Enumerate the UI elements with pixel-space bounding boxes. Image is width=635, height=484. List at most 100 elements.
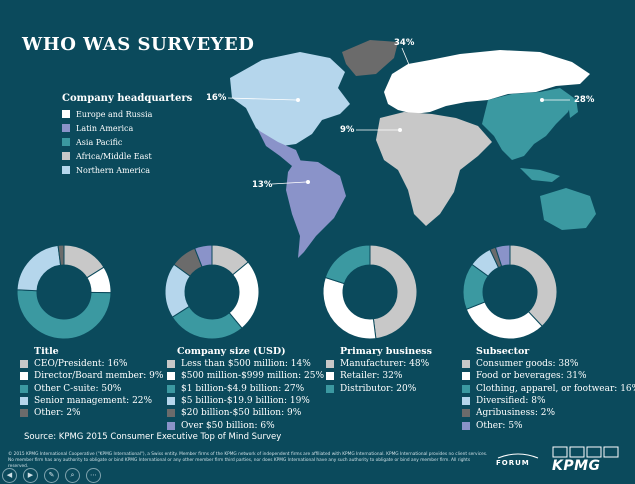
legend-swatch bbox=[326, 372, 334, 381]
legend-swatch bbox=[326, 384, 334, 393]
donut-slice bbox=[509, 244, 558, 327]
map-label-asia-pacific: 28% bbox=[574, 95, 595, 105]
legend-item: Agribusiness: 2% bbox=[462, 407, 635, 419]
legend-item: $1 billion-$4.9 billion: 27% bbox=[167, 383, 324, 395]
legend-swatch bbox=[326, 360, 334, 369]
map-legend-item: Northern America bbox=[62, 163, 192, 177]
legend-title-heading: Title bbox=[34, 346, 59, 357]
legend-label: $5 billion-$19.9 billion: 19% bbox=[181, 396, 310, 407]
donut-company-size bbox=[164, 244, 260, 340]
legend-swatch bbox=[20, 409, 28, 418]
map-legend-item: Asia Pacific bbox=[62, 135, 192, 149]
donut-slice bbox=[194, 244, 213, 268]
donut-subsector bbox=[462, 244, 558, 340]
legend-label: Clothing, apparel, or footwear: 16% bbox=[476, 383, 635, 394]
legend-swatch bbox=[167, 372, 175, 381]
legend-primary-business-heading: Primary business bbox=[340, 346, 432, 357]
donut-title bbox=[16, 244, 112, 340]
legend-swatch bbox=[167, 384, 175, 393]
legend-item: $5 billion-$19.9 billion: 19% bbox=[167, 395, 324, 407]
legend-item: Distributor: 20% bbox=[326, 383, 432, 395]
source-note: Source: KPMG 2015 Consumer Executive Top… bbox=[24, 432, 282, 442]
region-asia-pacific bbox=[482, 88, 574, 160]
legend-label: Diversified: 8% bbox=[476, 396, 546, 407]
map-label-europe-russia: 34% bbox=[394, 38, 415, 48]
footer-text-1: © 2015 KPMG International Cooperative ("… bbox=[8, 452, 488, 457]
forum-logo-text: FORUM bbox=[496, 459, 530, 467]
legend-subsector: Subsector Consumer goods: 38% Food or be… bbox=[462, 346, 635, 432]
legend-item: Retailer: 32% bbox=[326, 370, 432, 382]
donut-primary-business bbox=[322, 244, 418, 340]
legend-label: Over $50 billion: 6% bbox=[181, 420, 275, 431]
region-central-america bbox=[258, 130, 302, 166]
legend-swatch bbox=[167, 421, 175, 430]
legend-swatch bbox=[167, 360, 175, 369]
region-japan bbox=[568, 98, 578, 118]
region-northern-america bbox=[230, 52, 350, 146]
legend-item: Consumer goods: 38% bbox=[462, 358, 635, 370]
slideshow-toolbar: ◀ ▶ ✎ ⌕ ⋯ bbox=[0, 466, 101, 484]
legend-label: $20 billion-$50 billion: 9% bbox=[181, 408, 302, 419]
legend-swatch bbox=[62, 166, 70, 174]
map-legend-item: Africa/Middle East bbox=[62, 149, 192, 163]
legend-swatch bbox=[167, 409, 175, 418]
legend-item: Other: 5% bbox=[462, 419, 635, 431]
map-legend-title: Company headquarters bbox=[62, 93, 193, 104]
legend-swatch bbox=[462, 360, 470, 369]
legend-swatch bbox=[20, 384, 28, 393]
legend-label: Distributor: 20% bbox=[340, 383, 417, 394]
more-icon[interactable]: ⋯ bbox=[86, 467, 101, 483]
legend-swatch bbox=[20, 360, 28, 369]
legend-swatch bbox=[62, 124, 70, 132]
legend-item: Manufacturer: 48% bbox=[326, 358, 432, 370]
legend-item: Over $50 billion: 6% bbox=[167, 419, 324, 431]
legend-swatch bbox=[62, 138, 70, 146]
forum-logo-mark bbox=[497, 453, 539, 459]
page-title: WHO WAS SURVEYED bbox=[22, 34, 255, 55]
donut-slice bbox=[57, 244, 65, 266]
leader-line-na bbox=[227, 97, 297, 101]
region-indonesia bbox=[520, 168, 560, 182]
map-legend-label: Latin America bbox=[76, 123, 134, 133]
marker-latin-america bbox=[306, 180, 310, 184]
map-legend-item: Europe and Russia bbox=[62, 107, 192, 121]
legend-swatch bbox=[462, 372, 470, 381]
legend-swatch bbox=[167, 397, 175, 406]
region-africa-middle-east bbox=[376, 112, 492, 226]
footer-legal: © 2015 KPMG International Cooperative ("… bbox=[8, 452, 488, 470]
zoom-icon[interactable]: ⌕ bbox=[65, 467, 80, 483]
previous-icon[interactable]: ◀ bbox=[2, 467, 17, 483]
legend-item: Senior management: 22% bbox=[20, 395, 163, 407]
donut-slice bbox=[465, 301, 543, 340]
map-legend-label: Northern America bbox=[76, 165, 150, 175]
marker-asia bbox=[540, 98, 544, 102]
region-greenland bbox=[342, 40, 398, 76]
legend-label: CEO/President: 16% bbox=[34, 359, 128, 370]
legend-swatch bbox=[62, 152, 70, 160]
pen-icon[interactable]: ✎ bbox=[44, 467, 59, 483]
legend-swatch bbox=[462, 409, 470, 418]
legend-item: Director/Board member: 9% bbox=[20, 370, 163, 382]
legend-company-size-heading: Company size (USD) bbox=[177, 346, 286, 357]
legend-label: Other: 2% bbox=[34, 408, 81, 419]
legend-swatch bbox=[62, 110, 70, 118]
marker-northern-america bbox=[296, 98, 300, 102]
legend-label: Senior management: 22% bbox=[34, 396, 153, 407]
legend-company-size: Company size (USD) Less than $500 millio… bbox=[167, 346, 324, 432]
donut-slice bbox=[369, 244, 418, 340]
legend-label: Director/Board member: 9% bbox=[34, 371, 164, 382]
leader-line-la bbox=[271, 181, 307, 185]
legend-swatch bbox=[20, 397, 28, 406]
legend-primary-business: Primary business Manufacturer: 48% Retai… bbox=[326, 346, 432, 395]
next-icon[interactable]: ▶ bbox=[23, 467, 38, 483]
legend-subsector-heading: Subsector bbox=[476, 346, 530, 357]
legend-swatch bbox=[462, 421, 470, 430]
legend-item: CEO/President: 16% bbox=[20, 358, 163, 370]
leader-line-eu bbox=[401, 47, 419, 87]
kpmg-logo-text: KPMG bbox=[552, 458, 601, 474]
legend-item: $500 million-$999 million: 25% bbox=[167, 370, 324, 382]
legend-item: $20 billion-$50 billion: 9% bbox=[167, 407, 324, 419]
